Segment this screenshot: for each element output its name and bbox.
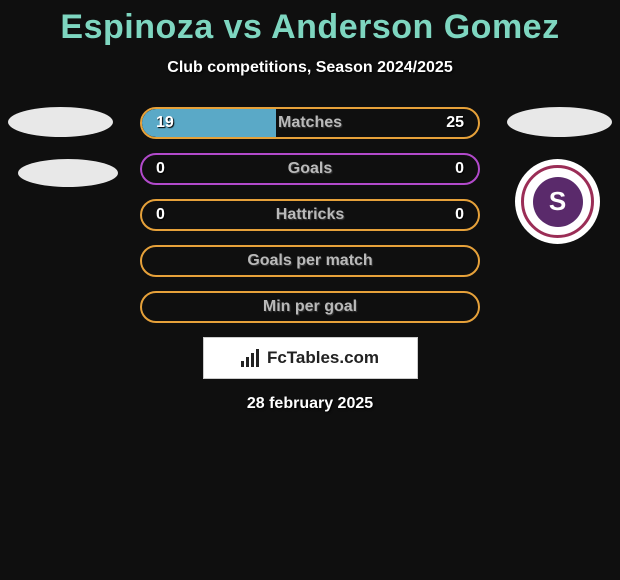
page-title: Espinoza vs Anderson Gomez [0,0,620,47]
subtitle: Club competitions, Season 2024/2025 [0,59,620,77]
stat-label-goals: Goals [288,160,332,178]
stat-left-matches: 19 [156,114,174,132]
stat-row-hattricks: 0 Hattricks 0 [0,199,620,231]
stat-label-mpg: Min per goal [263,298,357,316]
stat-row-gpm: Goals per match [0,245,620,277]
stat-bar-gpm: Goals per match [140,245,480,277]
stats-area: S 19 Matches 25 0 Goals 0 0 Hattricks 0 … [0,107,620,413]
stat-bar-mpg: Min per goal [140,291,480,323]
stat-right-goals: 0 [455,160,464,178]
stat-left-hattricks: 0 [156,206,165,224]
stat-label-gpm: Goals per match [247,252,372,270]
fctables-label: FcTables.com [267,348,379,368]
bar-chart-icon [241,349,261,367]
stat-label-hattricks: Hattricks [276,206,344,224]
fctables-watermark: FcTables.com [203,337,418,379]
stat-bar-goals: 0 Goals 0 [140,153,480,185]
stat-bar-hattricks: 0 Hattricks 0 [140,199,480,231]
stat-right-matches: 25 [446,114,464,132]
stat-row-goals: 0 Goals 0 [0,153,620,185]
stat-bar-matches: 19 Matches 25 [140,107,480,139]
stat-left-goals: 0 [156,160,165,178]
stat-row-matches: 19 Matches 25 [0,107,620,139]
stat-label-matches: Matches [278,114,342,132]
stat-row-mpg: Min per goal [0,291,620,323]
date-label: 28 february 2025 [0,395,620,413]
stat-right-hattricks: 0 [455,206,464,224]
